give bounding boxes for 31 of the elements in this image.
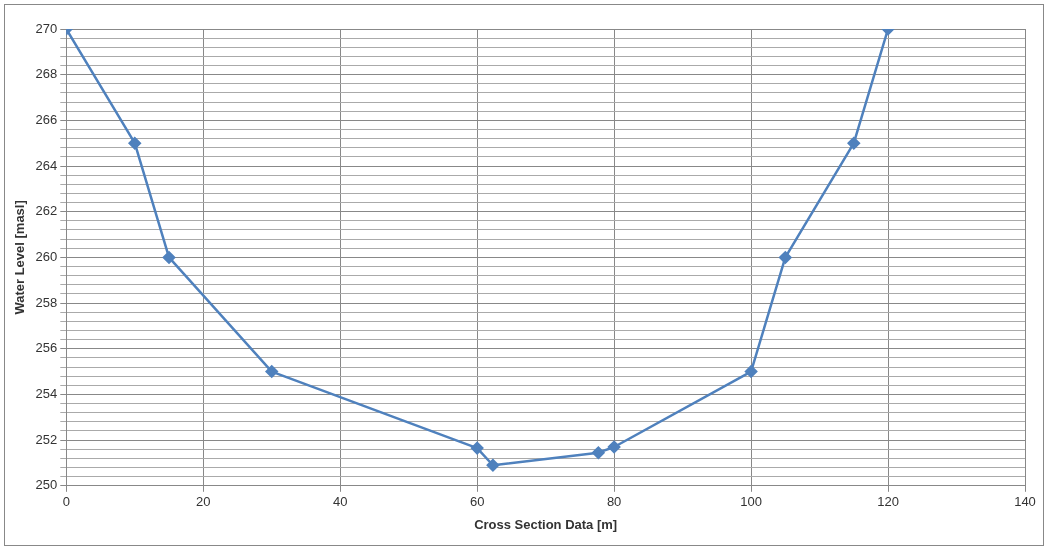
- x-tick-label: 0: [62, 494, 70, 510]
- x-tick-label: 40: [332, 494, 348, 510]
- y-axis-title: Water Level [masl]: [12, 200, 28, 315]
- point: [486, 458, 500, 472]
- x-tick-label: 60: [469, 494, 485, 510]
- y-tick-label: 268: [35, 66, 58, 82]
- y-tick-label: 252: [35, 431, 58, 447]
- point: [592, 446, 605, 459]
- point: [607, 440, 621, 454]
- x-tick-label: 20: [196, 494, 211, 510]
- point: [162, 251, 176, 264]
- y-tick-label: 270: [35, 20, 58, 36]
- point: [779, 251, 792, 264]
- y-tick-label: 256: [35, 340, 58, 356]
- y-tick-label: 258: [35, 294, 58, 310]
- point: [847, 136, 861, 150]
- y-tick-label: 266: [35, 111, 58, 127]
- x-tick-label: 80: [606, 494, 622, 510]
- x-tick-label: 100: [740, 494, 762, 510]
- y-tick-label: 250: [35, 477, 58, 493]
- y-tick-label: 260: [35, 248, 58, 264]
- point: [470, 441, 484, 455]
- y-tick-label: 254: [35, 386, 58, 402]
- y-tick-label: 262: [35, 203, 58, 219]
- point: [128, 136, 142, 150]
- y-tick-label: 264: [35, 157, 58, 173]
- x-axis-title: Cross Section Data [m]: [474, 516, 618, 532]
- point: [744, 365, 758, 378]
- x-tick-label: 140: [1014, 494, 1036, 510]
- point: [265, 365, 278, 378]
- x-tick-label: 120: [877, 494, 899, 510]
